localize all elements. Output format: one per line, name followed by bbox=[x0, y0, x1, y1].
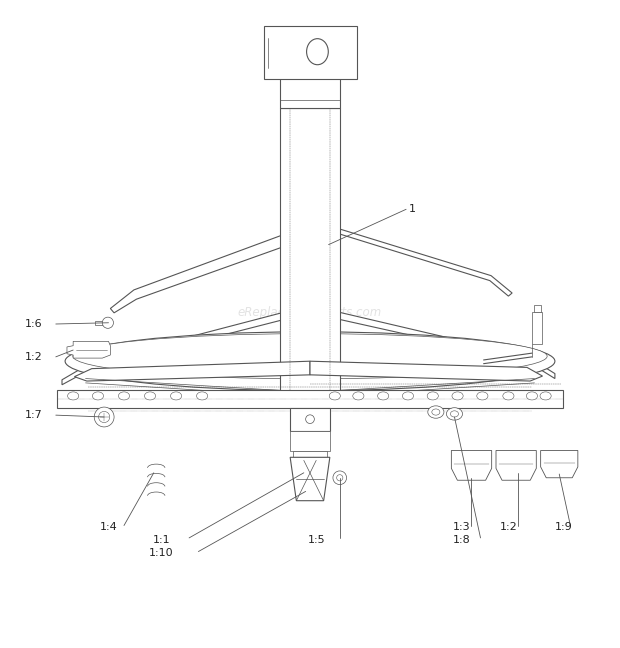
Polygon shape bbox=[496, 450, 536, 480]
Text: 1:5: 1:5 bbox=[308, 535, 325, 545]
Ellipse shape bbox=[450, 411, 458, 417]
Ellipse shape bbox=[477, 392, 488, 400]
Bar bbox=[280, 108, 340, 392]
Polygon shape bbox=[451, 450, 492, 480]
Circle shape bbox=[337, 474, 343, 481]
Text: 1:2: 1:2 bbox=[500, 522, 517, 533]
Ellipse shape bbox=[503, 392, 514, 400]
Polygon shape bbox=[541, 450, 578, 478]
Ellipse shape bbox=[428, 406, 444, 418]
Polygon shape bbox=[74, 361, 310, 381]
Bar bbox=[280, 78, 340, 108]
Circle shape bbox=[102, 317, 113, 329]
Text: 1:3: 1:3 bbox=[453, 522, 471, 533]
Ellipse shape bbox=[452, 392, 463, 400]
Ellipse shape bbox=[432, 409, 440, 415]
Text: 1: 1 bbox=[409, 204, 416, 214]
Bar bbox=[95, 321, 105, 325]
Polygon shape bbox=[67, 341, 110, 358]
Bar bbox=[293, 451, 327, 457]
Ellipse shape bbox=[144, 392, 156, 400]
Bar bbox=[264, 27, 356, 79]
Ellipse shape bbox=[427, 392, 438, 400]
Text: 1:4: 1:4 bbox=[100, 522, 117, 533]
Circle shape bbox=[99, 411, 110, 422]
Text: eReplacementParts.com: eReplacementParts.com bbox=[238, 307, 382, 319]
Text: 1:6: 1:6 bbox=[25, 319, 43, 329]
Polygon shape bbox=[290, 457, 330, 501]
Polygon shape bbox=[110, 225, 310, 313]
Text: 1:10: 1:10 bbox=[149, 548, 174, 559]
Polygon shape bbox=[310, 305, 555, 378]
Ellipse shape bbox=[378, 392, 389, 400]
Bar bbox=[534, 305, 541, 312]
Text: 1:7: 1:7 bbox=[25, 410, 43, 420]
Bar bbox=[532, 312, 542, 344]
Ellipse shape bbox=[68, 392, 79, 400]
Text: 1:9: 1:9 bbox=[556, 522, 573, 533]
Ellipse shape bbox=[540, 392, 551, 400]
Bar bbox=[290, 431, 330, 451]
Ellipse shape bbox=[402, 392, 414, 400]
Ellipse shape bbox=[118, 392, 130, 400]
Circle shape bbox=[94, 407, 114, 427]
Ellipse shape bbox=[170, 392, 182, 400]
Ellipse shape bbox=[65, 332, 555, 391]
Text: 1:8: 1:8 bbox=[453, 535, 471, 545]
Ellipse shape bbox=[73, 334, 547, 379]
Circle shape bbox=[306, 415, 314, 424]
Text: 1:2: 1:2 bbox=[25, 352, 43, 362]
Circle shape bbox=[333, 471, 347, 485]
Polygon shape bbox=[62, 305, 310, 385]
Ellipse shape bbox=[306, 39, 329, 65]
Ellipse shape bbox=[197, 392, 208, 400]
Text: 1:1: 1:1 bbox=[153, 535, 170, 545]
Ellipse shape bbox=[353, 392, 364, 400]
Ellipse shape bbox=[329, 392, 340, 400]
Bar bbox=[57, 390, 563, 408]
Polygon shape bbox=[310, 361, 542, 381]
Polygon shape bbox=[310, 220, 512, 296]
Ellipse shape bbox=[92, 392, 104, 400]
Ellipse shape bbox=[526, 392, 538, 400]
Bar bbox=[290, 408, 330, 431]
Ellipse shape bbox=[446, 408, 463, 420]
